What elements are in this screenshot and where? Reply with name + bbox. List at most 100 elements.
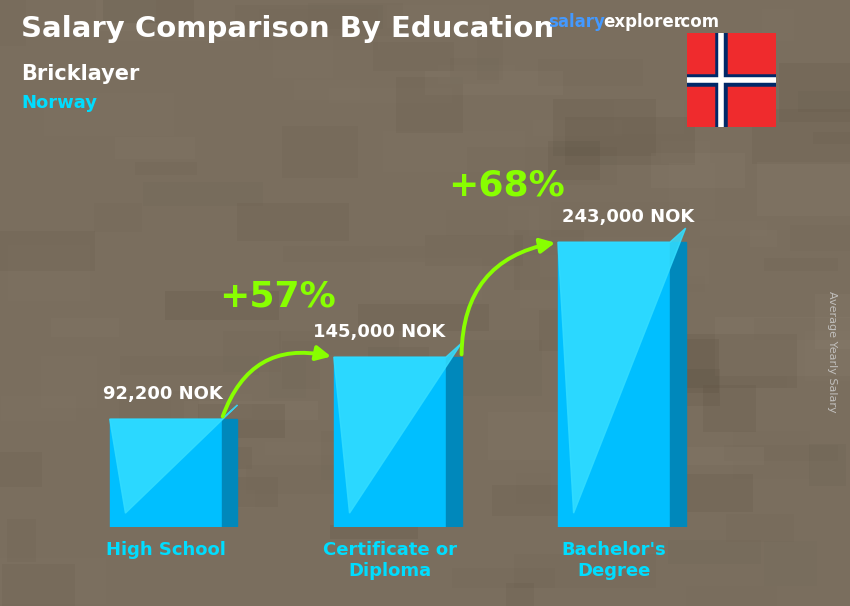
Bar	[383, 132, 525, 171]
Bar	[259, 9, 377, 50]
Bar	[762, 10, 795, 41]
Bar	[660, 141, 710, 164]
Bar	[564, 117, 695, 165]
Bar	[538, 59, 643, 85]
Bar	[425, 235, 523, 266]
Text: +68%: +68%	[448, 169, 564, 203]
Bar	[206, 447, 252, 470]
Bar	[553, 99, 656, 156]
Bar	[143, 182, 263, 206]
Bar	[368, 347, 428, 362]
Bar	[520, 255, 557, 308]
Bar	[514, 554, 656, 588]
Bar	[668, 540, 762, 564]
Bar	[587, 276, 705, 291]
Bar	[65, 0, 198, 38]
Bar	[614, 474, 753, 512]
Bar	[115, 67, 237, 81]
Bar	[358, 304, 490, 331]
Bar	[0, 0, 26, 46]
Bar	[622, 353, 659, 403]
Polygon shape	[558, 242, 670, 527]
Bar	[763, 258, 838, 271]
Bar	[681, 447, 763, 465]
Bar	[477, 21, 502, 80]
Bar	[273, 35, 333, 78]
Bar	[754, 318, 850, 340]
Bar	[281, 341, 320, 389]
Bar	[813, 132, 850, 144]
Bar	[507, 206, 539, 236]
Bar	[450, 58, 499, 84]
Bar	[246, 465, 345, 494]
Bar	[44, 93, 174, 136]
Bar	[467, 147, 617, 185]
Bar	[506, 583, 534, 606]
Text: explorer: explorer	[604, 13, 683, 32]
Bar	[294, 80, 360, 101]
Bar	[96, 0, 156, 31]
Bar	[8, 245, 90, 301]
Text: Bricklayer: Bricklayer	[21, 64, 139, 84]
Bar	[446, 210, 529, 236]
Bar	[51, 318, 119, 337]
Polygon shape	[446, 357, 462, 527]
Bar	[41, 356, 97, 407]
Bar	[2, 564, 75, 606]
Bar	[150, 425, 202, 455]
Bar	[321, 431, 392, 481]
Bar	[103, 0, 195, 23]
Bar	[815, 294, 850, 348]
Polygon shape	[334, 343, 462, 513]
Bar	[135, 162, 196, 175]
Bar	[387, 5, 489, 28]
Bar	[551, 202, 689, 237]
Bar	[715, 317, 850, 376]
Bar	[197, 404, 285, 438]
Bar	[787, 351, 849, 406]
Bar	[0, 231, 95, 271]
Bar	[548, 141, 600, 179]
Bar	[614, 339, 718, 393]
Bar	[547, 536, 614, 590]
Bar	[501, 170, 553, 188]
Bar	[751, 230, 777, 247]
Bar	[686, 585, 777, 606]
Bar	[165, 291, 279, 320]
Bar	[0, 451, 42, 487]
Bar	[373, 42, 454, 72]
Bar	[425, 71, 563, 95]
Text: Salary Comparison By Education: Salary Comparison By Education	[21, 15, 554, 43]
Bar	[118, 24, 243, 41]
Bar	[572, 438, 639, 487]
Text: .com: .com	[674, 13, 719, 32]
Bar	[7, 519, 37, 562]
Bar	[533, 119, 621, 136]
Bar	[726, 514, 794, 542]
Bar	[798, 91, 850, 112]
Bar	[651, 153, 745, 188]
Bar	[562, 281, 608, 311]
Bar	[184, 401, 318, 420]
Bar	[237, 202, 349, 241]
Text: 145,000 NOK: 145,000 NOK	[313, 323, 445, 341]
Bar	[517, 473, 551, 504]
Bar	[585, 248, 709, 284]
Bar	[194, 478, 278, 507]
Bar	[614, 100, 683, 135]
Bar	[282, 125, 358, 178]
Bar	[678, 369, 720, 407]
Bar	[764, 541, 817, 585]
Bar	[396, 78, 462, 133]
Bar	[370, 258, 482, 300]
Bar	[308, 3, 403, 36]
Text: 243,000 NOK: 243,000 NOK	[563, 208, 694, 226]
Bar	[491, 485, 605, 516]
Text: Norway: Norway	[21, 94, 97, 112]
Bar	[539, 310, 644, 351]
Polygon shape	[558, 228, 686, 513]
Bar	[724, 445, 838, 461]
Bar	[279, 331, 400, 356]
Bar	[513, 230, 585, 290]
Bar	[29, 258, 107, 318]
